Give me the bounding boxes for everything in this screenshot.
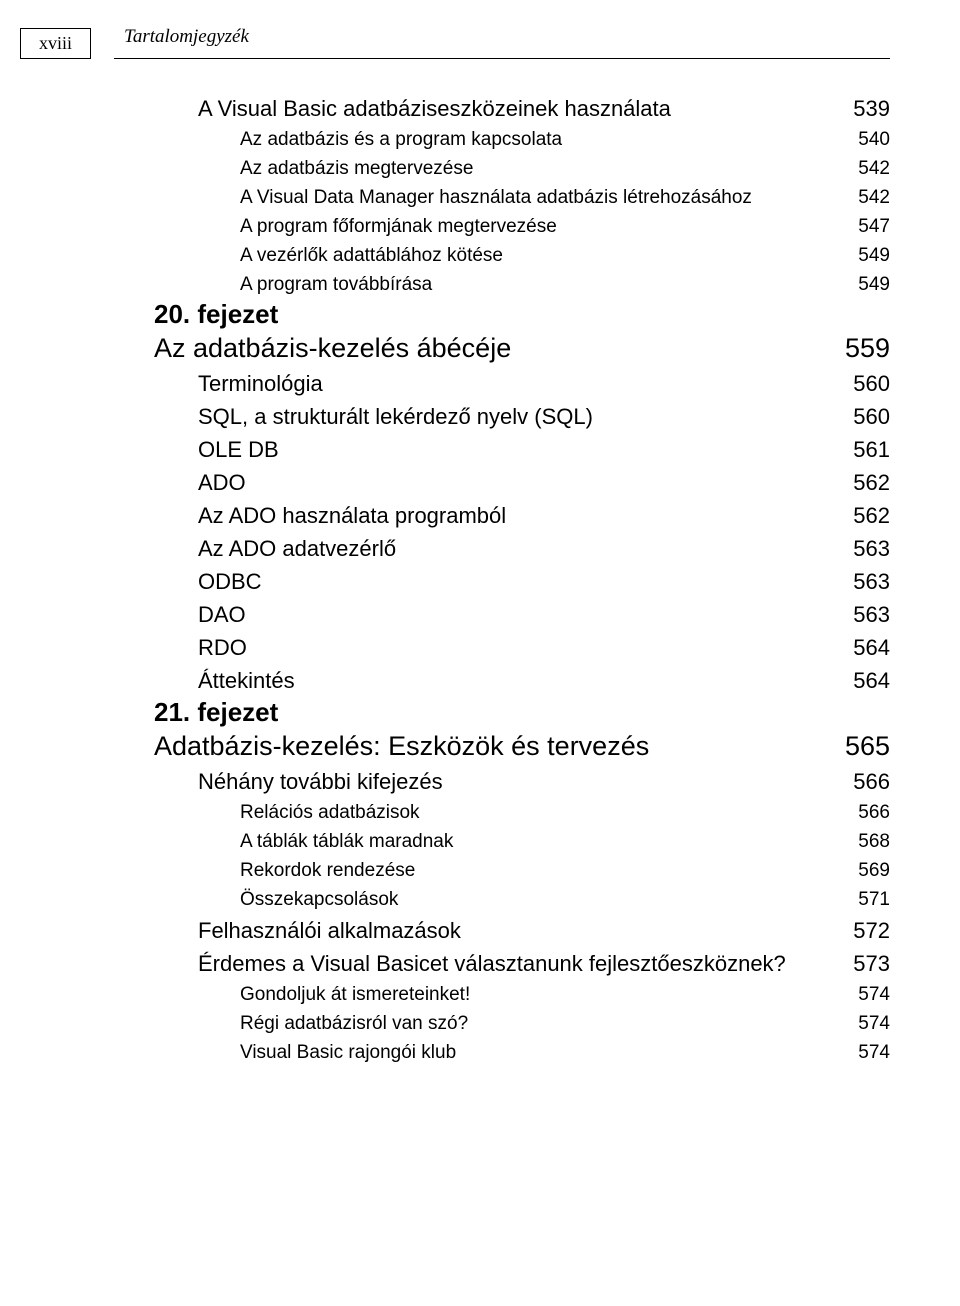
- toc-title: Az ADO adatvezérlő: [198, 536, 840, 562]
- toc-row: Áttekintés564: [80, 668, 890, 694]
- toc-page-ref: 542: [840, 187, 890, 209]
- toc-title: A Visual Data Manager használata adatbáz…: [240, 187, 840, 209]
- toc-title: Relációs adatbázisok: [240, 802, 840, 824]
- toc-row: ADO562: [80, 470, 890, 496]
- toc-page-ref: 571: [840, 889, 890, 911]
- toc-row: A program főformjának megtervezése547: [80, 216, 890, 238]
- toc-title: A program továbbírása: [240, 274, 840, 296]
- toc-page-ref: 547: [840, 216, 890, 238]
- running-head: Tartalomjegyzék: [124, 26, 249, 48]
- toc-title: Az adatbázis megtervezése: [240, 158, 840, 180]
- toc-title: Adatbázis-kezelés: Eszközök és tervezés: [154, 731, 840, 762]
- toc-title: Terminológia: [198, 371, 840, 397]
- page-header: xviii Tartalomjegyzék: [80, 28, 890, 68]
- toc-row: Visual Basic rajongói klub574: [80, 1042, 890, 1064]
- toc-title: RDO: [198, 635, 840, 661]
- toc-page-ref: 542: [840, 158, 890, 180]
- toc-row: Érdemes a Visual Basicet választanunk fe…: [80, 951, 890, 977]
- toc-title: Visual Basic rajongói klub: [240, 1042, 840, 1064]
- toc-title: DAO: [198, 602, 840, 628]
- toc-row: Néhány további kifejezés566: [80, 769, 890, 795]
- toc-page-ref: 563: [840, 602, 890, 628]
- toc-page-ref: 549: [840, 245, 890, 267]
- toc-row: 21. fejezet: [80, 697, 890, 728]
- toc-title: Felhasználói alkalmazások: [198, 918, 840, 944]
- toc-row: SQL, a strukturált lekérdező nyelv (SQL)…: [80, 404, 890, 430]
- toc-page-ref: 564: [840, 668, 890, 694]
- toc-container: A Visual Basic adatbáziseszközeinek hasz…: [80, 96, 890, 1064]
- header-divider: [114, 58, 890, 59]
- toc-page-ref: 574: [840, 984, 890, 1006]
- toc-row: Az ADO adatvezérlő563: [80, 536, 890, 562]
- toc-row: RDO564: [80, 635, 890, 661]
- toc-row: Összekapcsolások571: [80, 889, 890, 911]
- toc-page-ref: 574: [840, 1042, 890, 1064]
- toc-row: Rekordok rendezése569: [80, 860, 890, 882]
- toc-title: Gondoljuk át ismereteinket!: [240, 984, 840, 1006]
- toc-title: ADO: [198, 470, 840, 496]
- toc-page-ref: 549: [840, 274, 890, 296]
- toc-page-ref: 562: [840, 503, 890, 529]
- toc-title: ODBC: [198, 569, 840, 595]
- toc-page-ref: 563: [840, 569, 890, 595]
- toc-title: Rekordok rendezése: [240, 860, 840, 882]
- toc-page-ref: 573: [840, 951, 890, 977]
- toc-page-ref: 566: [840, 802, 890, 824]
- toc-row: Relációs adatbázisok566: [80, 802, 890, 824]
- toc-title: Az adatbázis-kezelés ábécéje: [154, 333, 840, 364]
- toc-page-ref: 565: [840, 731, 890, 762]
- toc-title: Néhány további kifejezés: [198, 769, 840, 795]
- toc-row: Adatbázis-kezelés: Eszközök és tervezés5…: [80, 731, 890, 762]
- toc-page-ref: 566: [840, 769, 890, 795]
- toc-row: 20. fejezet: [80, 299, 890, 330]
- toc-row: ODBC563: [80, 569, 890, 595]
- page-number: xviii: [39, 33, 72, 53]
- toc-page-ref: 574: [840, 1013, 890, 1035]
- toc-title: 20. fejezet: [154, 299, 890, 330]
- toc-page-ref: 540: [840, 129, 890, 151]
- toc-row: A vezérlők adattáblához kötése549: [80, 245, 890, 267]
- toc-row: Felhasználói alkalmazások572: [80, 918, 890, 944]
- page-number-box: xviii: [20, 28, 91, 59]
- toc-row: Az adatbázis és a program kapcsolata540: [80, 129, 890, 151]
- toc-page-ref: 562: [840, 470, 890, 496]
- toc-title: SQL, a strukturált lekérdező nyelv (SQL): [198, 404, 840, 430]
- toc-title: OLE DB: [198, 437, 840, 463]
- toc-row: Régi adatbázisról van szó?574: [80, 1013, 890, 1035]
- toc-row: A táblák táblák maradnak568: [80, 831, 890, 853]
- toc-title: A Visual Basic adatbáziseszközeinek hasz…: [198, 96, 840, 122]
- toc-title: A vezérlők adattáblához kötése: [240, 245, 840, 267]
- toc-row: A Visual Data Manager használata adatbáz…: [80, 187, 890, 209]
- toc-row: Gondoljuk át ismereteinket!574: [80, 984, 890, 1006]
- toc-page-ref: 559: [840, 333, 890, 364]
- toc-row: DAO563: [80, 602, 890, 628]
- toc-page-ref: 560: [840, 404, 890, 430]
- toc-page-ref: 564: [840, 635, 890, 661]
- toc-row: A Visual Basic adatbáziseszközeinek hasz…: [80, 96, 890, 122]
- toc-page-ref: 569: [840, 860, 890, 882]
- toc-page-ref: 539: [840, 96, 890, 122]
- toc-page-ref: 560: [840, 371, 890, 397]
- toc-row: A program továbbírása549: [80, 274, 890, 296]
- toc-title: Régi adatbázisról van szó?: [240, 1013, 840, 1035]
- toc-row: OLE DB561: [80, 437, 890, 463]
- toc-title: A táblák táblák maradnak: [240, 831, 840, 853]
- toc-title: A program főformjának megtervezése: [240, 216, 840, 238]
- toc-title: Áttekintés: [198, 668, 840, 694]
- toc-page-ref: 563: [840, 536, 890, 562]
- toc-page-ref: 561: [840, 437, 890, 463]
- toc-row: Az adatbázis megtervezése542: [80, 158, 890, 180]
- toc-row: Terminológia560: [80, 371, 890, 397]
- toc-title: Érdemes a Visual Basicet választanunk fe…: [198, 951, 840, 977]
- toc-page-ref: 568: [840, 831, 890, 853]
- toc-title: Az adatbázis és a program kapcsolata: [240, 129, 840, 151]
- toc-row: Az ADO használata programból562: [80, 503, 890, 529]
- toc-page-ref: 572: [840, 918, 890, 944]
- toc-title: 21. fejezet: [154, 697, 890, 728]
- toc-title: Az ADO használata programból: [198, 503, 840, 529]
- toc-title: Összekapcsolások: [240, 889, 840, 911]
- toc-row: Az adatbázis-kezelés ábécéje559: [80, 333, 890, 364]
